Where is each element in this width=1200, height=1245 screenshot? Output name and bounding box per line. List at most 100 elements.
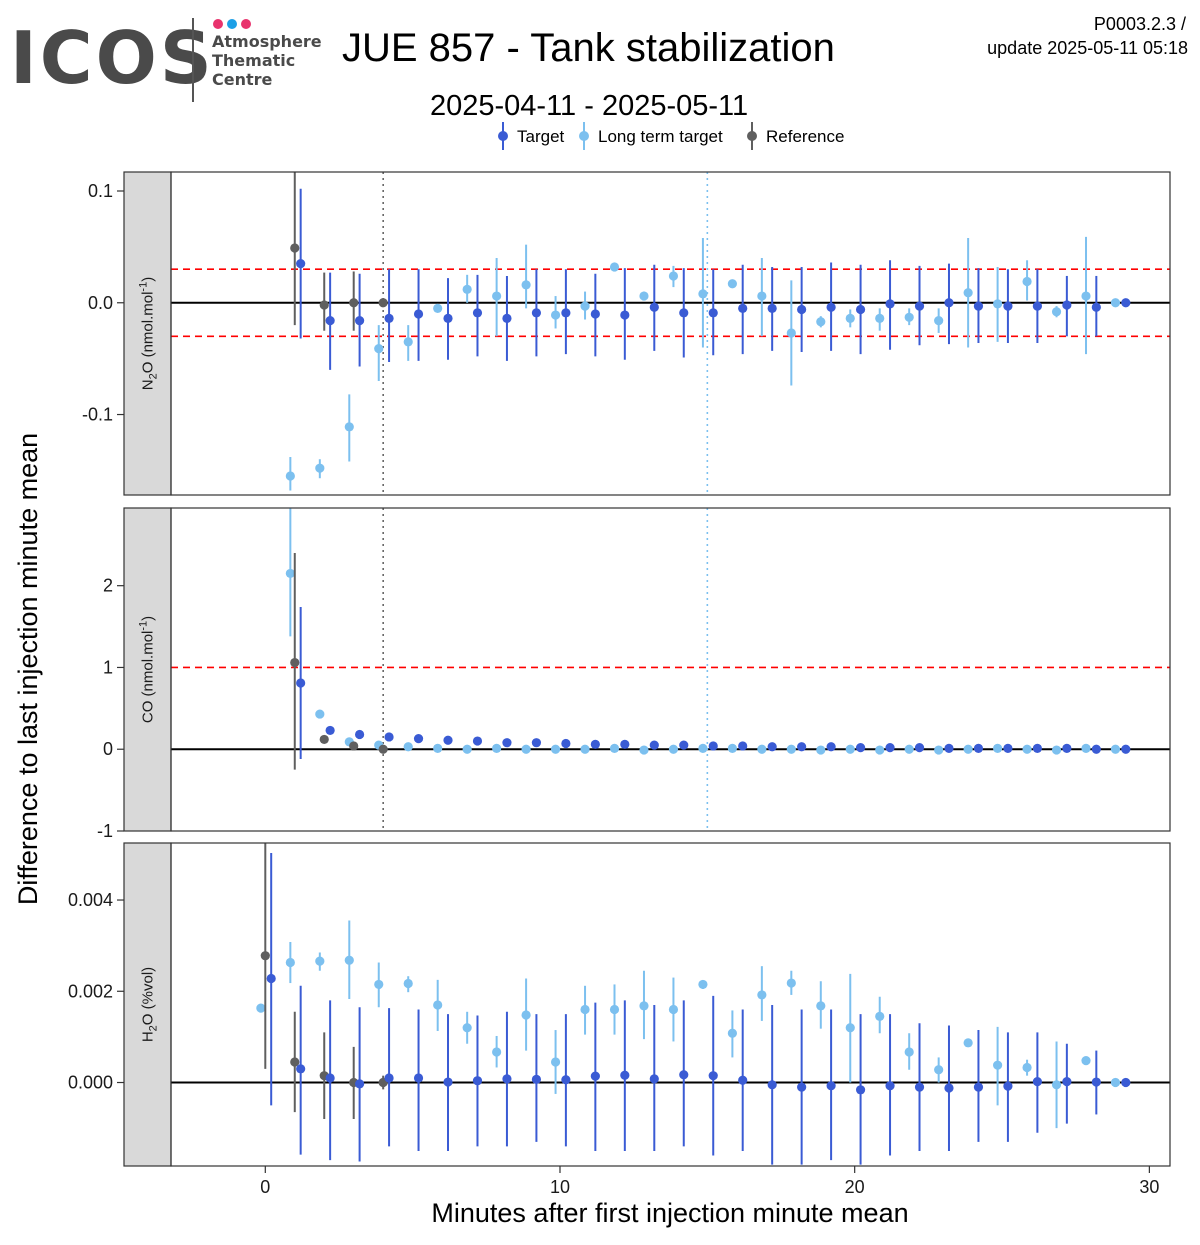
data-point [355,1079,365,1089]
data-point [462,1023,472,1033]
data-point [349,298,359,308]
panel-label: CO (nmol.mol-1) [138,616,157,723]
data-point [1121,1077,1131,1088]
data-point [786,744,796,754]
data-point [668,1004,679,1015]
data-point [944,743,954,754]
y-tick-label: 2 [103,576,113,596]
data-point [963,744,973,754]
data-point [260,951,270,961]
data-point [1081,291,1091,301]
logo-dot [241,19,251,29]
icos-logo-wordmark: ICOS [10,16,215,100]
data-point [816,1001,826,1011]
data-point [786,978,796,988]
data-point [993,1060,1003,1070]
data-point [708,741,718,751]
data-point [1051,745,1062,755]
data-point [797,742,807,752]
data-point [374,979,384,990]
data-point [1062,300,1072,310]
logo-dots-icon [213,16,255,34]
panel-label: N2O (nmol.mol-1) [138,277,160,390]
data-point [609,262,620,272]
y-tick-label: 0 [103,739,113,759]
panel-1: CO (nmol.mol-1) 2 1 0 -1 [97,507,1171,841]
product-code: P0003.2.3 / [1093,14,1186,34]
data-point [1110,744,1121,754]
data-point [757,990,767,1000]
data-point [845,313,855,324]
data-point [904,312,914,322]
logo-dot [213,19,223,29]
data-point [403,742,413,752]
data-point [904,744,914,754]
data-point [285,568,295,579]
data-point [816,317,826,327]
data-point [934,745,944,755]
data-point [698,289,708,299]
chart-title: JUE 857 - Tank stabilization [342,26,835,70]
data-point [443,313,453,324]
data-point [727,279,737,289]
data-point [355,729,365,740]
data-point [620,310,630,320]
y-tick-label: 1 [103,657,113,677]
data-point [290,243,300,253]
logo-subtitle: Atmosphere Thematic Centre [212,32,322,89]
data-point [531,308,542,318]
data-point [738,741,748,751]
data-point [492,291,502,301]
legend-marker [747,131,757,141]
data-point [679,740,689,750]
data-point [963,288,973,298]
data-point [1022,1062,1032,1073]
data-point [531,738,542,748]
data-point [963,1038,973,1048]
data-point [620,739,630,749]
logo-dot [227,19,237,29]
data-point [1032,1077,1042,1087]
panel-2: H2O (%vol) 0.004 0.002 0.000 [68,842,1171,1167]
data-point [845,744,855,754]
data-point [349,741,359,751]
data-point [973,1082,984,1092]
data-point [1003,743,1013,754]
data-point [914,1082,925,1092]
data-point [679,308,689,318]
data-point [767,742,777,752]
data-point [973,301,984,311]
update-timestamp: update 2025-05-11 05:18 [987,38,1188,58]
data-point [472,308,483,318]
data-point [502,313,512,324]
data-point [738,303,748,313]
data-point [531,1074,542,1084]
data-point [1121,744,1131,754]
data-point [315,709,325,719]
data-point [993,299,1003,309]
data-point [472,1076,483,1086]
data-point [738,1075,748,1085]
data-point [580,744,590,754]
data-point [826,1081,836,1091]
data-point [855,742,866,753]
panel-data [285,172,1131,491]
panel-data [285,508,1131,770]
data-point [1081,1056,1091,1066]
data-point [1051,307,1062,317]
data-point [290,657,300,668]
data-point [590,739,600,749]
data-point [285,957,295,968]
data-point [1110,1077,1121,1088]
legend-item: Target [498,122,565,150]
data-point [797,1082,807,1092]
data-point [590,1071,600,1081]
data-point [727,1028,737,1038]
data-point [993,743,1003,754]
data-point [649,1074,659,1084]
data-point [319,300,329,310]
data-point [580,1004,590,1015]
data-point [550,744,561,754]
data-point [767,1080,777,1090]
